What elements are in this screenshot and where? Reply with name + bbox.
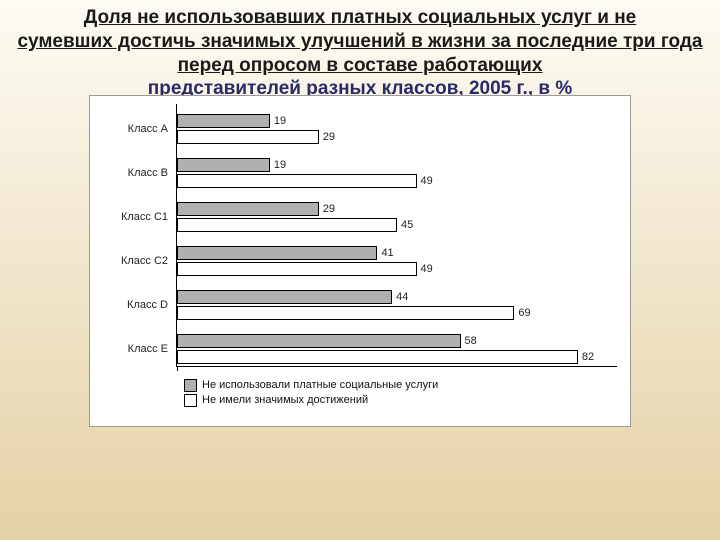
bar	[177, 174, 417, 188]
bar	[177, 158, 270, 172]
legend-label: Не имели значимых достижений	[202, 393, 368, 408]
bar-value: 49	[417, 263, 433, 275]
title-line-1: Доля не использовавших платных социальны…	[84, 7, 636, 28]
bar-value: 19	[270, 115, 286, 127]
bar	[177, 218, 397, 232]
bar-chart: 19 29 19 49 29 45 41 49 44 69 58 82 Класс A Класс B Кл…	[89, 95, 631, 427]
bar-value: 44	[392, 291, 408, 303]
bar	[177, 130, 319, 144]
legend-swatch	[184, 379, 197, 392]
category-label: Класс D	[90, 299, 172, 311]
bar-value: 41	[377, 247, 393, 259]
bar-value: 58	[461, 335, 477, 347]
bar	[177, 246, 377, 260]
category-label: Класс C1	[90, 211, 172, 223]
bar	[177, 290, 392, 304]
legend-swatch	[184, 394, 197, 407]
bar-value: 69	[514, 307, 530, 319]
bar-value: 45	[397, 219, 413, 231]
plot-area: 19 29 19 49 29 45 41 49 44 69 58 82	[176, 104, 617, 367]
slide-title: Доля не использовавших платных социальны…	[0, 0, 720, 101]
category-label: Класс E	[90, 343, 172, 355]
bar-value: 82	[578, 351, 594, 363]
legend-item: Не использовали платные социальные услуг…	[184, 378, 438, 393]
bar-value: 29	[319, 131, 335, 143]
axis-tick	[177, 366, 178, 371]
category-label: Класс C2	[90, 255, 172, 267]
category-label: Класс B	[90, 167, 172, 179]
bar	[177, 350, 578, 364]
bar	[177, 202, 319, 216]
legend-item: Не имели значимых достижений	[184, 393, 438, 408]
legend-label: Не использовали платные социальные услуг…	[202, 378, 438, 393]
category-label: Класс A	[90, 123, 172, 135]
bar	[177, 114, 270, 128]
bar-value: 29	[319, 203, 335, 215]
bar-value: 49	[417, 175, 433, 187]
bar	[177, 334, 461, 348]
title-line-2: сумевших достичь значимых улучшений в жи…	[17, 31, 702, 76]
bar	[177, 306, 514, 320]
bar-value: 19	[270, 159, 286, 171]
legend: Не использовали платные социальные услуг…	[184, 378, 438, 408]
bar	[177, 262, 417, 276]
